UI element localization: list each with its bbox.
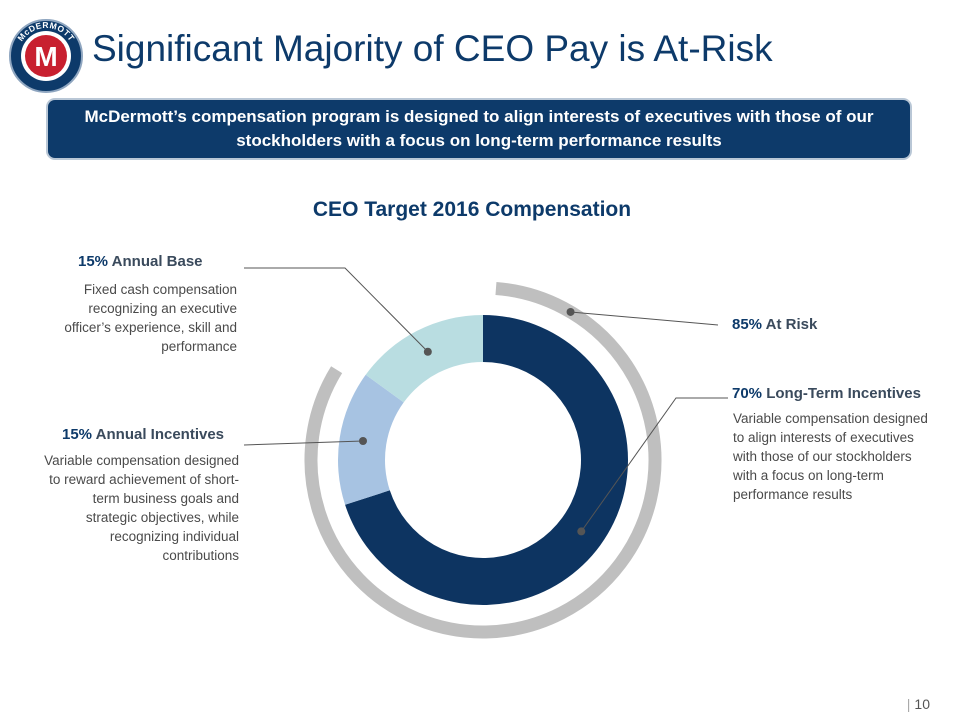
annual-incentives-description: Variable compensation designed to reward… [44,453,239,563]
long-term-title: Long-Term Incentives [766,385,921,402]
annual-base-description: Fixed cash compensation recognizing an e… [64,282,237,354]
page-number: | 10 [906,696,930,712]
mcdermott-logo: M McDERMOTT [9,19,83,93]
at-risk-label: 85% At Risk [732,316,817,333]
annual-base-pct: 15% [78,253,109,270]
long-term-leader-line [580,397,728,532]
long-term-incentives-slice [345,315,629,605]
chart-title: CEO Target 2016 Compensation [312,198,632,221]
at-risk-leader-line [570,311,719,326]
page-title: Significant Majority of CEO Pay is At-Ri… [92,28,773,69]
annual-incentives-pct: 15% [62,426,93,443]
long-term-leader-dot [577,527,586,536]
long-term-incentives-description: Variable compensation designed to align … [733,411,928,502]
at-risk-pct: 85% [732,316,763,333]
annual-incentives-leader-dot [358,436,367,445]
annual-incentives-label: 15% Annual Incentives [62,426,224,443]
annual-incentives-slice [338,374,404,505]
long-term-pct: 70% [732,385,763,402]
annual-base-slice [365,315,483,403]
summary-banner: McDermott’s compensation program is desi… [48,100,910,158]
annual-base-leader-line [244,267,429,353]
at-risk-leader-dot [566,307,575,316]
at-risk-title: At Risk [765,316,818,333]
annual-base-title: Annual Base [111,253,203,270]
annual-incentives-title: Annual Incentives [95,426,225,443]
annual-incentives-leader-line [243,440,364,446]
annual-base-leader-dot [423,347,432,356]
svg-text:M: M [34,41,57,72]
at-risk-ring [304,282,662,639]
long-term-incentives-label: 70% Long-Term Incentives [732,385,921,402]
annual-base-label: 15% Annual Base [78,253,203,270]
